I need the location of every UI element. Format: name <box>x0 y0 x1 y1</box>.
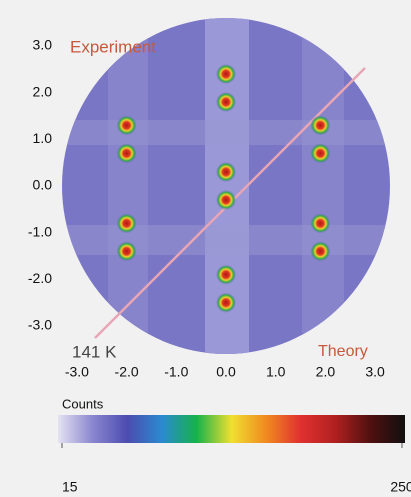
annotation: Experiment <box>70 37 156 56</box>
x-tick-label: 2.0 <box>316 364 336 380</box>
colorbar <box>58 415 405 443</box>
colorbar-label: Counts <box>62 396 104 411</box>
spot <box>216 265 236 285</box>
colorbar-tick-label: 15 <box>62 479 78 495</box>
spot <box>216 64 236 84</box>
x-tick-label: -2.0 <box>115 364 139 380</box>
spot <box>310 143 330 163</box>
spot <box>216 162 236 182</box>
y-tick-label: -1.0 <box>28 223 52 239</box>
y-tick-label: 2.0 <box>33 83 53 99</box>
spot <box>310 115 330 135</box>
x-tick-label: 1.0 <box>266 364 286 380</box>
chart: -3.0 -2.0 -1.0 0.0 1.0 2.0 3.0 3.0 2.0 1.0 0.0 -1.0… <box>0 0 411 497</box>
y-tick-label: 1.0 <box>33 130 53 146</box>
y-tick-label: 0.0 <box>33 177 53 193</box>
annotation: Theory <box>318 343 368 360</box>
spot <box>117 143 137 163</box>
spot <box>216 293 236 313</box>
x-tick-label: 3.0 <box>365 364 385 380</box>
spot <box>310 241 330 261</box>
y-tick-label: 3.0 <box>33 37 53 53</box>
annotation: 141 K <box>72 342 117 361</box>
x-tick-label: 0.0 <box>216 364 236 380</box>
spot <box>117 213 137 233</box>
y-tick-label: -3.0 <box>28 317 52 333</box>
x-tick-label: -1.0 <box>164 364 188 380</box>
y-tick-label: -2.0 <box>28 270 52 286</box>
colorbar-tick-label: 250 <box>390 479 411 495</box>
spot <box>117 241 137 261</box>
spot <box>310 213 330 233</box>
spot <box>216 190 236 210</box>
spot <box>216 92 236 112</box>
x-tick-label: -3.0 <box>65 364 89 380</box>
spot <box>117 115 137 135</box>
